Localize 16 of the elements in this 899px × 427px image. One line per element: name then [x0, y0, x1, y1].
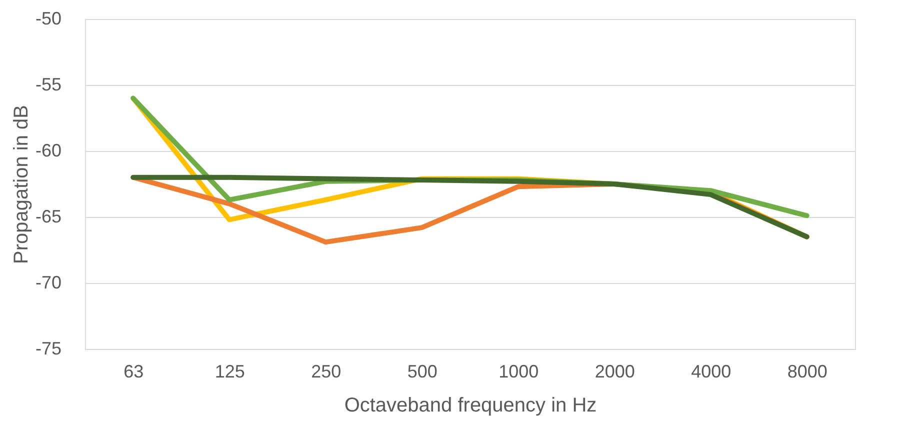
x-tick-label: 8000 [787, 362, 828, 382]
y-tick-label: -65 [35, 206, 62, 226]
y-tick-label: -70 [35, 272, 62, 292]
x-tick-label: 63 [124, 362, 144, 382]
y-tick-label: -60 [35, 140, 62, 160]
y-tick-label: -55 [35, 74, 62, 94]
y-tick-label: -50 [35, 8, 62, 28]
y-tick-label: -75 [35, 338, 62, 358]
x-tick-label: 2000 [594, 362, 635, 382]
x-tick-label: 4000 [691, 362, 732, 382]
x-tick-label: 500 [407, 362, 438, 382]
x-tick-label: 1000 [498, 362, 539, 382]
x-tick-label: 125 [214, 362, 245, 382]
x-axis-title: Octaveband frequency in Hz [344, 394, 597, 416]
y-axis-title: Propagation in dB [10, 104, 32, 264]
x-tick-label: 250 [311, 362, 342, 382]
